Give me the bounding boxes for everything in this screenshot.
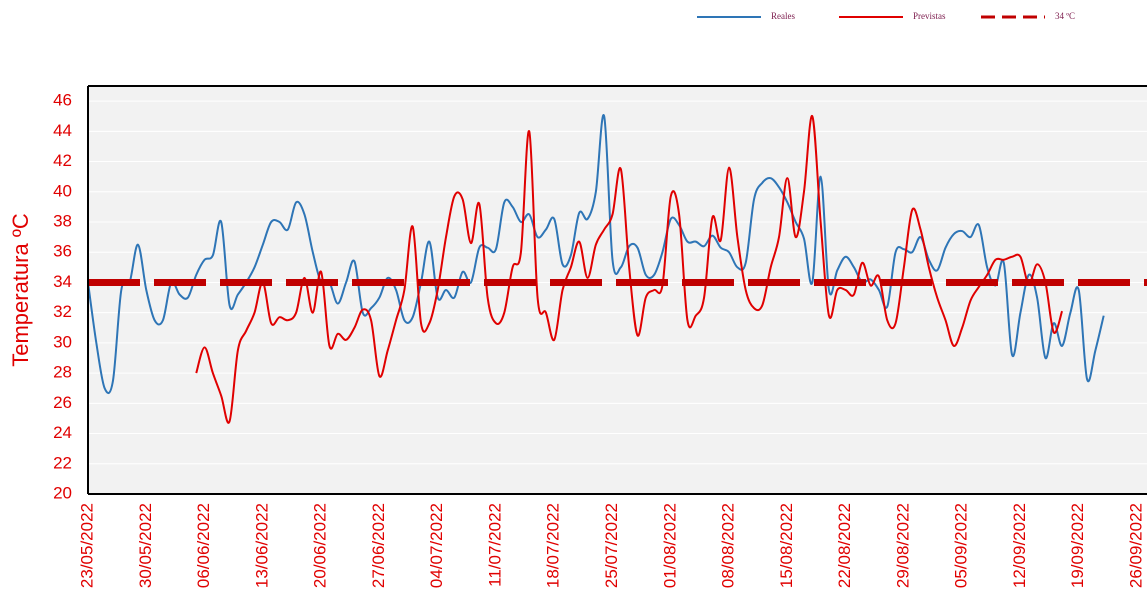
x-tick-label: 19/09/2022 (1068, 503, 1087, 588)
y-tick-label: 42 (53, 151, 72, 170)
x-tick-label: 12/09/2022 (1010, 503, 1029, 588)
series-line (195, 115, 1064, 424)
x-tick-label: 11/07/2022 (485, 503, 504, 587)
y-tick-label: 32 (53, 302, 72, 321)
x-tick-label: 15/08/2022 (777, 503, 796, 588)
x-tick-label: 01/08/2022 (660, 503, 679, 588)
y-tick-label: 26 (53, 393, 72, 412)
marks (87, 114, 1147, 424)
plot-area (88, 86, 1147, 494)
y-tick-label: 44 (53, 121, 72, 140)
series-line (87, 114, 1105, 394)
y-tick-label: 28 (53, 363, 72, 382)
x-tick-label: 30/05/2022 (136, 503, 155, 588)
x-tick-label: 23/05/2022 (77, 503, 96, 588)
y-tick-label: 36 (53, 242, 72, 261)
y-tick-label: 30 (53, 332, 72, 351)
grid (88, 100, 1147, 495)
y-tick-label: 46 (53, 91, 72, 110)
legend-label: 34 ºC (1055, 11, 1075, 21)
y-tick-label: 40 (53, 181, 72, 200)
x-tick-label: 18/07/2022 (544, 503, 563, 588)
x-tick-label: 27/06/2022 (369, 503, 388, 588)
x-tick-label: 22/08/2022 (835, 503, 854, 588)
y-axis-title: Temperatura ºC (8, 213, 33, 367)
x-tick-label: 29/08/2022 (893, 503, 912, 588)
x-tick-label: 08/08/2022 (719, 503, 738, 588)
y-tick-label: 22 (53, 453, 72, 472)
y-tick-label: 24 (53, 423, 72, 442)
x-tick-label: 06/06/2022 (194, 503, 213, 588)
legend-label: Previstas (913, 11, 946, 21)
x-tick-label: 26/09/2022 (1126, 503, 1145, 588)
y-tick-label: 38 (53, 211, 72, 230)
y-tick-label: 34 (53, 272, 72, 291)
x-tick-label: 04/07/2022 (427, 503, 446, 588)
legend-label: Reales (771, 11, 795, 21)
x-tick-label: 05/09/2022 (952, 503, 971, 588)
y-tick-label: 20 (53, 483, 72, 502)
x-tick-label: 13/06/2022 (252, 503, 271, 588)
x-tick-label: 25/07/2022 (602, 503, 621, 588)
x-tick-label: 20/06/2022 (311, 503, 330, 588)
